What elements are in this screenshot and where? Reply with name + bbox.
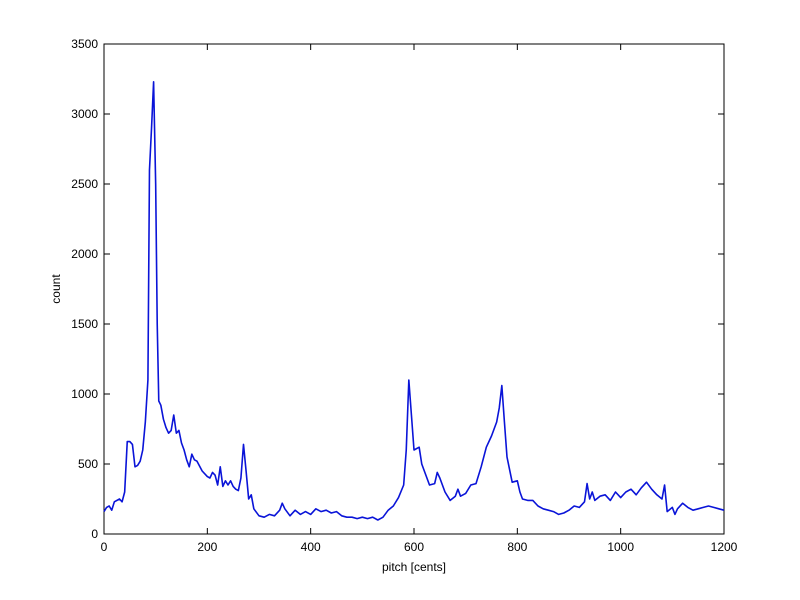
x-tick-label: 0 xyxy=(101,540,108,554)
x-tick-label: 400 xyxy=(301,540,321,554)
x-tick-label: 1200 xyxy=(711,540,738,554)
y-tick-label: 2500 xyxy=(71,177,98,191)
x-tick-label: 200 xyxy=(197,540,217,554)
y-tick-label: 2000 xyxy=(71,247,98,261)
x-tick-label: 800 xyxy=(507,540,527,554)
y-tick-label: 1000 xyxy=(71,387,98,401)
y-tick-label: 3000 xyxy=(71,107,98,121)
y-tick-label: 1500 xyxy=(71,317,98,331)
x-axis-label: pitch [cents] xyxy=(382,560,446,574)
y-tick-label: 0 xyxy=(91,527,98,541)
data-line xyxy=(103,81,725,521)
y-tick-label: 3500 xyxy=(71,37,98,51)
x-tick-label: 600 xyxy=(404,540,424,554)
x-tick-label: 1000 xyxy=(607,540,634,554)
y-tick-label: 500 xyxy=(78,457,98,471)
y-axis-label: count xyxy=(49,274,63,304)
